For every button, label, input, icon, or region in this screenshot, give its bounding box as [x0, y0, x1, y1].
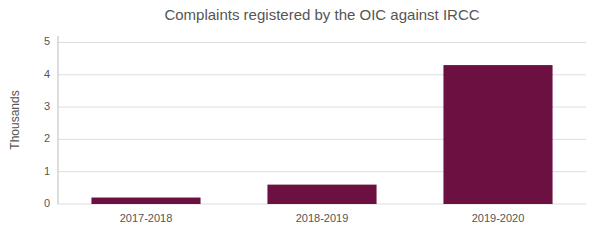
chart-svg: Complaints registered by the OIC against…	[0, 0, 600, 234]
y-axis-label: Thousands	[8, 90, 22, 149]
bars	[91, 65, 552, 204]
bar	[267, 185, 376, 204]
y-tick-label: 0	[44, 197, 50, 209]
x-ticks: 2017-2018 2018-2019 2019-2020	[120, 212, 525, 224]
y-grid	[58, 42, 586, 204]
chart-container: Complaints registered by the OIC against…	[0, 0, 600, 234]
y-ticks: 0 1 2 3 4 5	[44, 35, 50, 209]
y-tick-label: 4	[44, 68, 50, 80]
y-tick-label: 3	[44, 100, 50, 112]
x-tick-label: 2018-2019	[296, 212, 349, 224]
x-tick-label: 2017-2018	[120, 212, 173, 224]
y-tick-label: 2	[44, 132, 50, 144]
bar	[91, 198, 200, 204]
y-tick-label: 5	[44, 35, 50, 47]
y-tick-label: 1	[44, 165, 50, 177]
x-tick-label: 2019-2020	[472, 212, 525, 224]
y-axis-line	[58, 36, 59, 204]
chart-title: Complaints registered by the OIC against…	[164, 6, 479, 23]
grid-line	[58, 42, 586, 43]
bar	[443, 65, 552, 204]
